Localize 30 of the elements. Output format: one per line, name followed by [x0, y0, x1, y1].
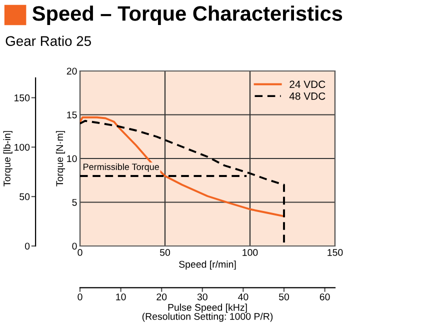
y2-axis-title: Torque [lb-in] [3, 131, 12, 186]
x2-tick-label: 40 [238, 293, 248, 300]
x2-tick-label: 10 [116, 293, 126, 300]
x-axis-title: Speed [r/min] [179, 260, 236, 270]
line-series [80, 116, 285, 218]
chart-subtitle: Gear Ratio 25 [6, 36, 91, 46]
x2-tick-label: 0 [78, 293, 82, 300]
y2-tick-label: 50 [20, 193, 30, 200]
y-axis-title: Torque [N·m] [56, 131, 66, 186]
x2-tick-label: 30 [197, 293, 208, 300]
y2-tick-label: 0 [24, 242, 30, 250]
y-tick-label: 20 [66, 68, 77, 75]
y-tick-label: 10 [67, 155, 77, 162]
y2-tick-label: 100 [14, 144, 30, 151]
chart-title: Speed – Torque Characteristics [32, 6, 342, 25]
y-tick-label: 0 [72, 242, 77, 250]
x-tick-label: 100 [242, 249, 258, 256]
annotation: Permissible Torque [84, 163, 159, 172]
x-tick-label: 0 [78, 249, 82, 256]
x2-tick-label: 20 [156, 293, 167, 300]
x-tick-label: 50 [160, 249, 170, 256]
x2-axis-title: Pulse Speed [kHz] (Resolution Setting: 1000 P/R) [142, 304, 273, 322]
x2-tick-label: 50 [278, 293, 290, 300]
legend-label: 48 VDC [289, 92, 326, 100]
x-tick-label: 150 [328, 249, 343, 256]
x2-tick-label: 60 [320, 293, 330, 300]
legend-label: 24 VDC [290, 80, 326, 88]
y2-tick-label: 150 [14, 94, 30, 102]
y-tick-label: 5 [72, 199, 77, 206]
y-tick-label: 15 [67, 112, 77, 118]
